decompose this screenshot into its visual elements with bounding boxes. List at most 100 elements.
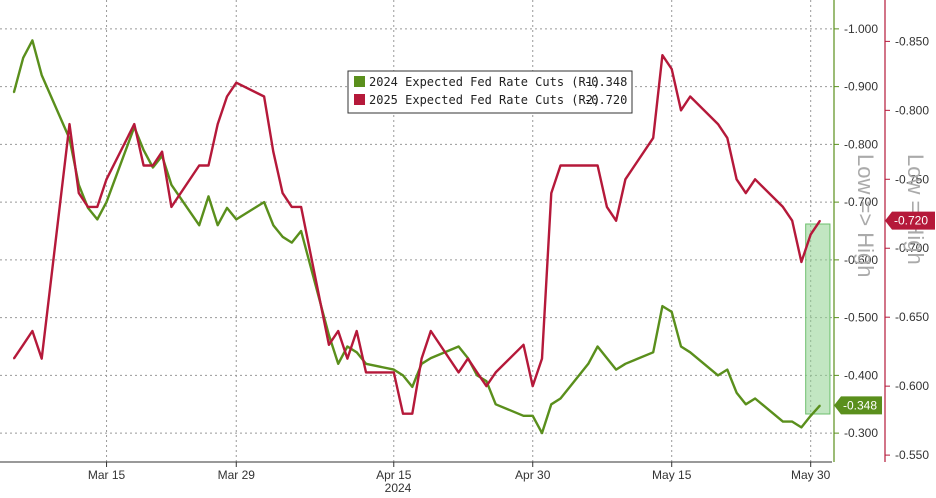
data-point [606, 357, 608, 359]
data-point [105, 201, 108, 203]
x-tick-label: May 30 [791, 468, 831, 482]
data-point [476, 371, 478, 374]
data-point [31, 330, 34, 332]
data-point [457, 345, 460, 348]
r2-tick-label: -0.700 [895, 241, 929, 255]
data-point [615, 219, 617, 222]
data-point [235, 218, 238, 221]
data-point [216, 123, 219, 125]
data-point [272, 224, 275, 227]
data-point [735, 178, 738, 181]
data-point [328, 334, 330, 336]
data-point [819, 404, 821, 407]
data-point [235, 81, 238, 84]
data-point [800, 426, 803, 429]
data-point [689, 351, 692, 354]
data-point [624, 178, 627, 181]
data-point [791, 219, 793, 222]
data-point [809, 415, 812, 417]
legend-value-2024: -0.348 [584, 75, 627, 89]
data-point [550, 403, 553, 406]
data-point [346, 345, 349, 348]
data-point [485, 385, 488, 387]
data-point [40, 74, 43, 76]
data-point [346, 357, 349, 360]
r2-axis-title: Low = High [903, 154, 928, 265]
data-point [142, 164, 145, 167]
data-point [365, 371, 367, 374]
data-point [661, 305, 664, 307]
data-point [680, 345, 682, 348]
last-value-badge [834, 396, 882, 415]
data-point [791, 420, 793, 423]
data-point [365, 363, 367, 365]
data-point [430, 330, 432, 332]
series-line-2025 [12, 54, 821, 415]
data-point [541, 432, 543, 434]
data-point [559, 397, 562, 400]
data-point [661, 54, 664, 56]
data-point [596, 164, 599, 167]
data-point [281, 235, 284, 238]
series-layer [12, 39, 821, 435]
r1-tick-label: -0.500 [844, 311, 878, 325]
data-point [531, 385, 534, 387]
r1-axis-title: Low => High [853, 154, 878, 278]
data-point [670, 311, 673, 313]
data-point [226, 207, 228, 209]
data-point [40, 357, 43, 360]
last-value-badge [885, 211, 935, 230]
r2-tick-label: -0.850 [895, 34, 929, 48]
data-point [402, 412, 404, 415]
data-point [717, 123, 719, 125]
data-point [170, 184, 173, 186]
data-point [430, 357, 432, 359]
data-point [392, 368, 395, 371]
data-point [198, 164, 200, 167]
data-point [522, 415, 525, 417]
r2-axis: -0.850 -0.800 -0.750 -0.700 -0.650 -0.600 -0.5… [884, 0, 929, 462]
data-point [207, 195, 210, 198]
data-point [420, 357, 423, 360]
data-point [800, 261, 803, 263]
data-point [735, 391, 738, 394]
data-point [96, 218, 99, 221]
data-point [142, 149, 145, 151]
data-point [22, 343, 24, 346]
r1-tick-label: -0.700 [844, 195, 878, 209]
data-point [355, 351, 358, 354]
legend-label-2025: 2025 Expected Fed Rate Cuts (R2) [369, 93, 600, 107]
legend-swatch-2025 [354, 94, 365, 105]
r1-tick-label: -0.300 [844, 426, 878, 440]
x-tick-label: May 15 [652, 468, 692, 482]
data-point [782, 420, 784, 423]
legend: 2024 Expected Fed Rate Cuts (R1) -0.348 … [347, 70, 633, 114]
r1-tick-label: -0.800 [844, 137, 878, 151]
data-point [152, 166, 154, 169]
legend-box [347, 70, 633, 114]
data-point [337, 330, 339, 332]
data-point [291, 206, 293, 208]
data-point [587, 363, 590, 365]
data-point [652, 137, 654, 139]
data-point [337, 363, 339, 365]
data-point [541, 357, 543, 360]
legend-label-2024: 2024 Expected Fed Rate Cuts (R1) [369, 75, 600, 89]
data-point [411, 386, 414, 388]
data-point [300, 230, 302, 232]
data-point [467, 357, 469, 360]
data-point [606, 206, 608, 208]
data-point [291, 241, 293, 244]
data-point [745, 192, 747, 194]
data-point [13, 357, 15, 360]
data-point [152, 164, 154, 167]
data-point [96, 206, 99, 208]
year-label: 2024 [385, 481, 412, 495]
data-point [624, 363, 627, 365]
r2-tick-label: -0.550 [895, 448, 929, 462]
r1-tick-label: -0.600 [844, 253, 878, 267]
data-point [13, 91, 15, 94]
data-point [226, 95, 228, 98]
x-tick-label: Apr 15 [376, 468, 412, 482]
